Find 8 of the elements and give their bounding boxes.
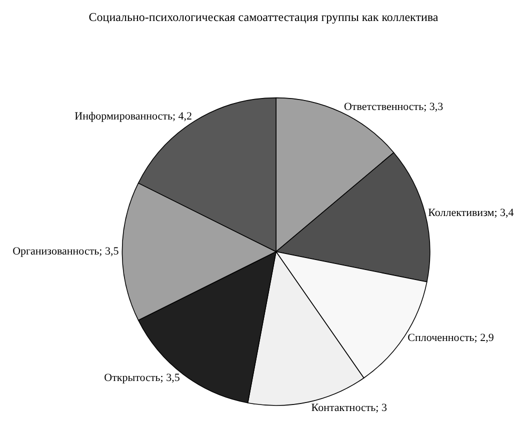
slice-label: Открытость; 3,5: [104, 372, 180, 384]
chart-title: Социально-психологическая самоаттестация группы как коллектива: [88, 10, 439, 24]
slice-label: Информированность; 4,2: [74, 110, 192, 122]
slice-label: Коллективизм; 3,4: [428, 207, 514, 220]
slice-label: Сплоченность; 2,9: [408, 332, 494, 344]
slice-label: Ответственность; 3,3: [344, 101, 444, 114]
slice-label: Контактность; 3: [311, 402, 388, 414]
slice-label: Организованность; 3,5: [12, 246, 120, 258]
